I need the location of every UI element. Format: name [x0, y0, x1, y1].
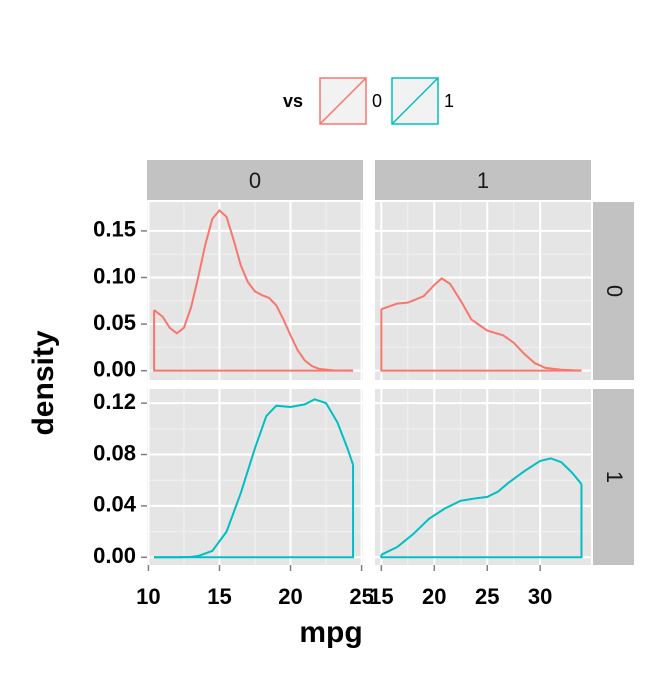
- y-tick-label: 0.12: [93, 389, 136, 414]
- x-tick-label: 25: [475, 584, 499, 609]
- column-strip-label: 0: [249, 168, 261, 193]
- legend-key-line: [319, 77, 367, 125]
- x-tick-label: 15: [369, 584, 393, 609]
- density-outline: [153, 310, 354, 372]
- y-tick-label: 0.04: [93, 492, 137, 517]
- x-tick-label: 10: [136, 584, 160, 609]
- y-tick-label: 0.05: [93, 310, 136, 335]
- density-curve: [154, 398, 354, 559]
- y-tick-label: 0.00: [93, 356, 136, 381]
- column-strip: [147, 160, 363, 200]
- row-strip: [593, 202, 634, 380]
- y-tick-label: 0.15: [93, 217, 136, 242]
- x-tick-label: 20: [278, 584, 302, 609]
- x-axis-label: mpg: [299, 616, 362, 649]
- density-outline: [380, 309, 582, 372]
- legend-label: 0: [372, 91, 382, 111]
- x-tick-label: 20: [422, 584, 446, 609]
- density-curve: [381, 277, 582, 372]
- x-tick-label: 15: [207, 584, 231, 609]
- x-tick-label: 30: [528, 584, 552, 609]
- y-axis-label: density: [27, 330, 60, 435]
- row-strip-label: 0: [602, 285, 627, 297]
- density-outline: [380, 484, 583, 559]
- legend-key-line: [391, 77, 439, 125]
- legend-label: 1: [444, 91, 454, 111]
- row-strip-label: 1: [602, 471, 627, 483]
- y-tick-label: 0.08: [93, 440, 136, 465]
- row-strip: [593, 389, 634, 565]
- column-strip-label: 1: [477, 168, 489, 193]
- x-tick-label: 25: [349, 584, 373, 609]
- density-outline: [154, 464, 355, 559]
- density-curve: [153, 208, 354, 372]
- legend-title: vs: [283, 91, 303, 111]
- column-strip: [375, 160, 591, 200]
- y-tick-label: 0.10: [93, 263, 136, 288]
- density-curve: [380, 457, 583, 556]
- y-tick-label: 0.00: [93, 543, 136, 568]
